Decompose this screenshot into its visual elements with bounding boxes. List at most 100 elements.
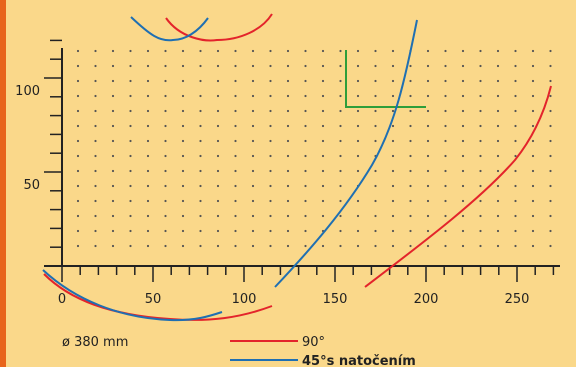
grid-dot: [146, 94, 150, 98]
grid-dot: [199, 124, 202, 128]
grid-dot: [374, 229, 377, 233]
grid-dot: [129, 169, 132, 173]
grid-dot: [479, 169, 482, 173]
grid-dot: [199, 79, 202, 83]
x-tick-label-200: 200: [414, 292, 439, 307]
grid-dot: [409, 64, 412, 68]
grid-dot: [286, 229, 290, 233]
grid-dot: [549, 154, 552, 158]
grid-dot: [129, 139, 132, 143]
grid-dot: [251, 154, 255, 158]
grid-dot: [216, 169, 220, 173]
grid-dot: [146, 214, 150, 218]
grid-dot: [234, 49, 237, 53]
grid-dot: [461, 244, 465, 248]
grid-dot: [409, 199, 412, 203]
grid-dot: [286, 199, 290, 203]
grid-dot: [461, 214, 465, 218]
grid-dot: [111, 124, 115, 128]
grid-dot: [269, 214, 272, 218]
grid-dot: [391, 109, 395, 113]
grid-dot: [461, 139, 465, 143]
grid-dot: [356, 79, 360, 83]
grid-dot: [164, 184, 167, 188]
grid-dot: [426, 184, 430, 188]
grid-dot: [286, 154, 290, 158]
grid: [76, 49, 552, 248]
legend-label-90: 90°: [302, 335, 325, 350]
grid-dot: [94, 154, 97, 158]
x-tick-label-100: 100: [232, 292, 257, 307]
grid-dot: [391, 154, 395, 158]
grid-dot: [549, 184, 552, 188]
grid-dot: [216, 184, 220, 188]
x-ticks: [61, 266, 555, 282]
grid-dot: [321, 79, 325, 83]
grid-dot: [146, 49, 150, 53]
red-curve-bottom: [43, 273, 273, 321]
grid-dot: [286, 64, 290, 68]
grid-dot: [514, 244, 517, 248]
grid-dot: [304, 94, 307, 98]
grid-dot: [461, 124, 465, 128]
grid-dot: [531, 49, 535, 53]
grid-dot: [234, 199, 237, 203]
grid-dot: [269, 229, 272, 233]
grid-dot: [496, 229, 500, 233]
grid-dot: [479, 49, 482, 53]
grid-dot: [76, 64, 80, 68]
grid-dot: [111, 64, 115, 68]
grid-dot: [164, 244, 167, 248]
grid-dot: [251, 79, 255, 83]
grid-dot: [426, 79, 430, 83]
grid-dot: [409, 109, 412, 113]
grid-dot: [426, 124, 430, 128]
grid-dot: [269, 139, 272, 143]
grid-dot: [426, 139, 430, 143]
grid-dot: [409, 154, 412, 158]
grid-dot: [321, 124, 325, 128]
grid-dot: [234, 109, 237, 113]
grid-dot: [339, 184, 342, 188]
grid-dot: [374, 199, 377, 203]
grid-dot: [479, 94, 482, 98]
grid-dot: [216, 214, 220, 218]
grid-dot: [216, 229, 220, 233]
grid-dot: [426, 199, 430, 203]
grid-dot: [356, 94, 360, 98]
grid-dot: [426, 94, 430, 98]
grid-dot: [339, 124, 342, 128]
grid-dot: [269, 79, 272, 83]
grid-dot: [444, 79, 447, 83]
grid-dot: [76, 244, 80, 248]
grid-dot: [269, 184, 272, 188]
grid-dot: [339, 244, 342, 248]
grid-dot: [444, 244, 447, 248]
grid-dot: [269, 49, 272, 53]
grid-dot: [111, 49, 115, 53]
grid-dot: [216, 49, 220, 53]
grid-dot: [426, 169, 430, 173]
grid-dot: [374, 109, 377, 113]
grid-dot: [269, 64, 272, 68]
grid-dot: [496, 199, 500, 203]
grid-dot: [356, 229, 360, 233]
grid-dot: [251, 94, 255, 98]
grid-dot: [479, 139, 482, 143]
grid-dot: [164, 214, 167, 218]
grid-dot: [164, 109, 167, 113]
grid-dot: [321, 214, 325, 218]
grid-dot: [339, 109, 342, 113]
grid-dot: [444, 184, 447, 188]
grid-dot: [76, 139, 80, 143]
grid-dot: [496, 124, 500, 128]
grid-dot: [479, 109, 482, 113]
grid-dot: [374, 49, 377, 53]
grid-dot: [94, 139, 97, 143]
grid-dot: [164, 94, 167, 98]
grid-dot: [199, 109, 202, 113]
x-tick-label-250: 250: [505, 292, 530, 307]
blue-curve-top: [130, 16, 209, 42]
grid-dot: [129, 154, 132, 158]
grid-dot: [199, 244, 202, 248]
